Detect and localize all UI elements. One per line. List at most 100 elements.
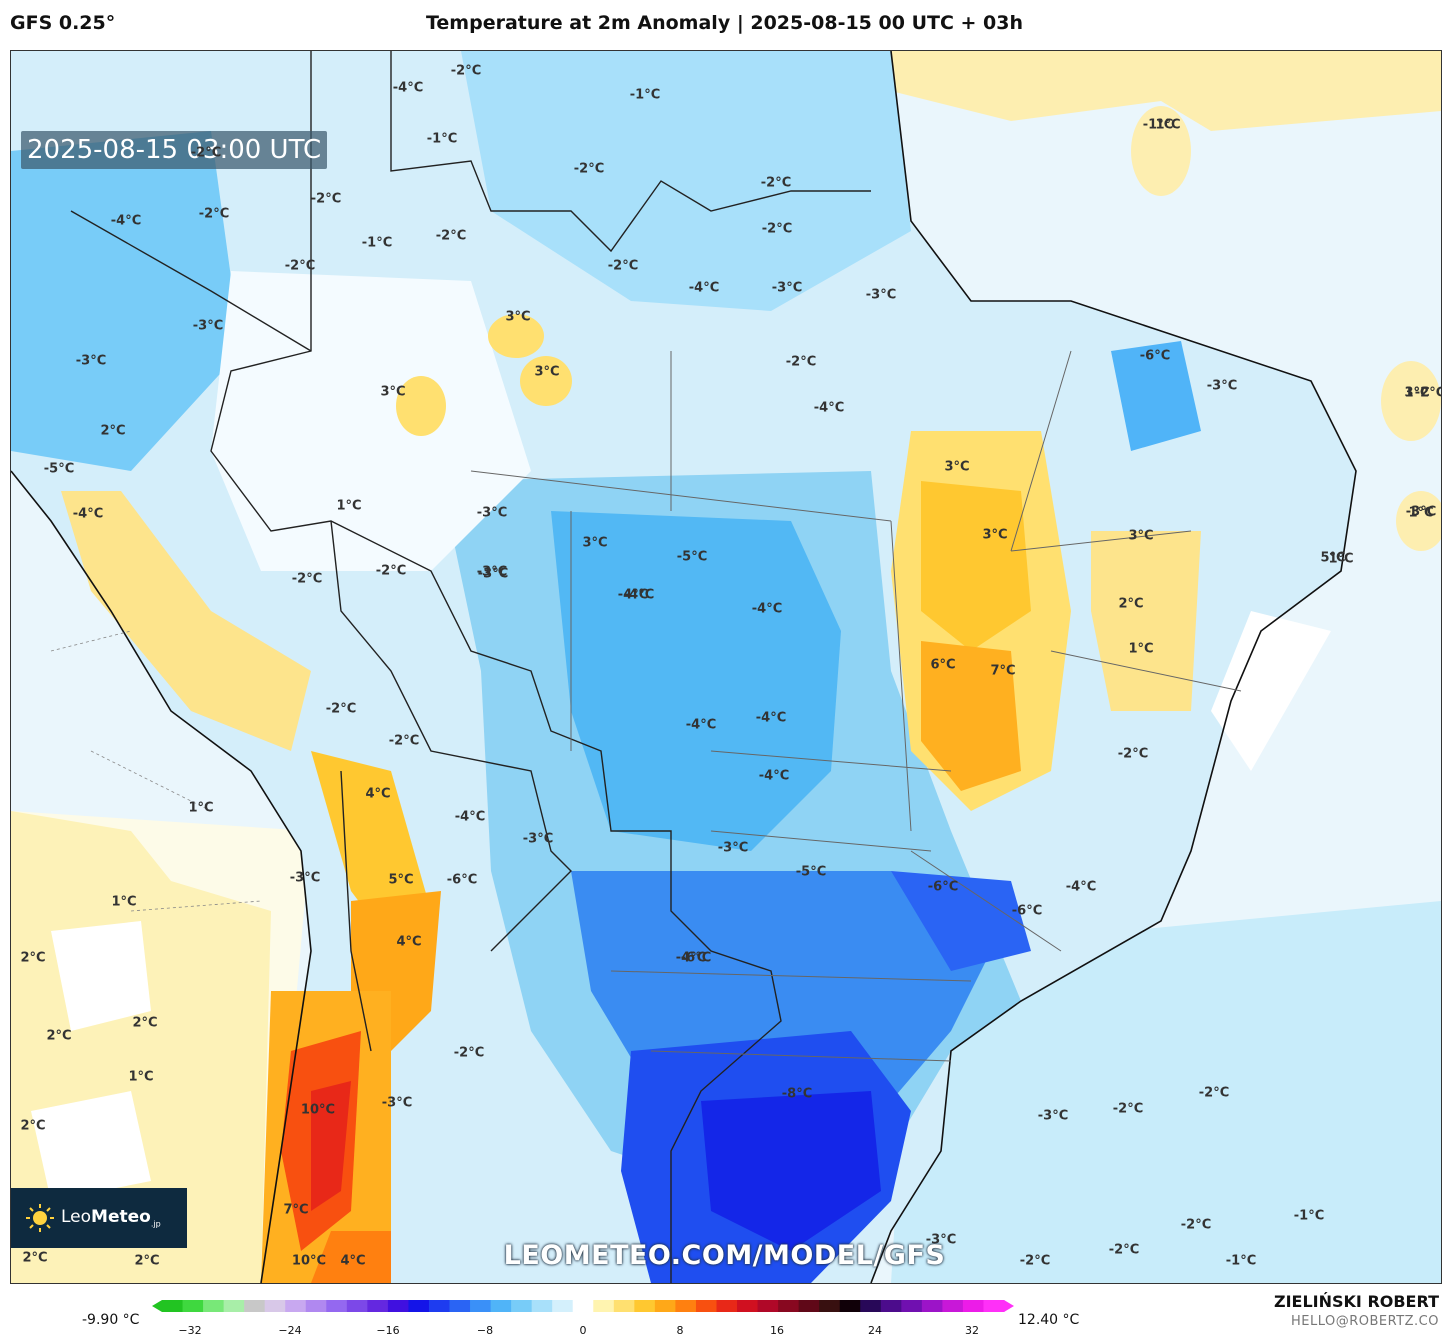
map-title: Temperature at 2m Anomaly | 2025-08-15 0…: [425, 12, 1024, 34]
anomaly-value-label: -4°C: [755, 710, 787, 726]
colorbar-tick-label: −24: [278, 1324, 302, 1337]
colorbar-tick-label: 24: [868, 1324, 882, 1337]
anomaly-value-label: 4°C: [340, 1253, 366, 1269]
anomaly-value-label: -4°C: [751, 601, 783, 617]
anomaly-value-label: -2°C: [785, 354, 817, 370]
anomaly-value-label: 6°C: [930, 657, 956, 673]
anomaly-value-label: -3°C: [381, 1095, 413, 1111]
anomaly-value-label: 1°C: [336, 498, 362, 514]
anomaly-value-label: -1°C: [1142, 117, 1174, 133]
anomaly-value-label: 3°C: [582, 535, 608, 551]
anomaly-value-label: -2°C: [1414, 385, 1441, 401]
anomaly-value-label: 4°C: [365, 786, 391, 802]
anomaly-value-label: 1°C: [1404, 385, 1430, 401]
anomaly-value-label: -1°C: [426, 131, 458, 147]
colorbar-segment: [654, 1300, 676, 1312]
anomaly-value-label: -3°C: [289, 870, 321, 886]
anomaly-value-label: -4°C: [675, 950, 707, 966]
model-name: GFS 0.25°: [10, 12, 116, 34]
colorbar-segment: [449, 1300, 471, 1312]
anomaly-value-label: -2°C: [607, 258, 639, 274]
anomaly-value-label: -3°C: [476, 564, 508, 580]
colorbar-min-arrow: [152, 1300, 162, 1312]
colorbar-segment: [839, 1300, 861, 1312]
colorbar-tick-label: −32: [178, 1324, 202, 1337]
colorbar-tick-label: −8: [476, 1324, 494, 1337]
colorbar-segment: [387, 1300, 409, 1312]
anomaly-value-label: -5°C: [795, 864, 827, 880]
anomaly-value-label: -2°C: [310, 191, 342, 207]
anomaly-value-label: 1°C: [188, 800, 214, 816]
colorbar-segment: [901, 1300, 923, 1312]
anomaly-value-label: 1°C: [1155, 117, 1181, 133]
anomaly-value-label: -5°C: [676, 549, 708, 565]
anomaly-value-label: -2°C: [375, 563, 407, 579]
anomaly-value-label: -4°C: [617, 587, 649, 603]
anomaly-value-label: -1°C: [361, 235, 393, 251]
logo-text: LeoMeteo.jp: [61, 1207, 161, 1228]
colorbar-tick-label: 8: [676, 1324, 684, 1337]
colorbar-segment: [860, 1300, 882, 1312]
colorbar-segment: [223, 1300, 245, 1312]
anomaly-value-label: 7°C: [990, 663, 1016, 679]
anomaly-value-label: 1°C: [128, 1069, 154, 1085]
colorbar-tick-label: 16: [770, 1324, 784, 1337]
colorbar-tick-label: 0: [579, 1324, 587, 1337]
anomaly-value-label: -3°C: [717, 840, 749, 856]
anomaly-value-label: -3°C: [476, 505, 508, 521]
colorbar-segment: [367, 1300, 389, 1312]
colorbar-segment: [962, 1300, 984, 1312]
anomaly-value-label: -3°C: [925, 1232, 957, 1248]
anomaly-value-label: 10°C: [300, 1102, 336, 1118]
anomaly-value-label: -6°C: [1139, 348, 1171, 364]
anomaly-value-label: -4°C: [685, 717, 717, 733]
anomaly-value-label: -2°C: [435, 228, 467, 244]
anomaly-value-label: -2°C: [198, 206, 230, 222]
anomaly-value-label: -2°C: [1019, 1253, 1051, 1269]
anomaly-value-label: -5°C: [43, 461, 75, 477]
anomaly-value-label: 1°C: [1408, 505, 1434, 521]
anomaly-value-label: 10°C: [291, 1253, 327, 1269]
colorbar-max-label: 12.40 °C: [1018, 1312, 1080, 1328]
colorbar-segment: [593, 1300, 615, 1312]
colorbar-segment: [264, 1300, 286, 1312]
anomaly-value-label: -4°C: [72, 506, 104, 522]
anomaly-value-label: 3°C: [505, 309, 531, 325]
colorbar-segment: [675, 1300, 697, 1312]
colorbar-segment: [326, 1300, 348, 1312]
anomaly-value-label: 4°C: [396, 934, 422, 950]
anomaly-value-label: -2°C: [291, 571, 323, 587]
colorbar-segment: [162, 1300, 184, 1312]
anomaly-value-label: -1°C: [629, 87, 661, 103]
anomaly-value-label: 2°C: [20, 1118, 46, 1134]
anomaly-value-label: 2°C: [100, 423, 126, 439]
map-frame: 2025-08-15 03:00 UTC -4°C -2°C -1°C -1°C 1°C…: [10, 50, 1442, 1284]
anomaly-value-label: -2°C: [450, 63, 482, 79]
colorbar-segment: [244, 1300, 266, 1312]
logo-suffix: .jp: [150, 1219, 161, 1229]
anomaly-value-label: 3°C: [380, 384, 406, 400]
anomaly-value-label: 2°C: [1118, 596, 1144, 612]
colorbar-segment: [552, 1300, 574, 1312]
colorbar-segment: [428, 1300, 451, 1312]
watermark-url: LEOMETEO.COM/MODEL/GFS: [503, 1240, 946, 1271]
colorbar-min-label: -9.90 °C: [82, 1312, 140, 1328]
anomaly-value-label: -6°C: [1011, 903, 1043, 919]
anomaly-value-label: -6°C: [446, 872, 478, 888]
colorbar-segment: [531, 1300, 553, 1312]
anomaly-map: [11, 51, 1441, 1283]
anomaly-value-label: 3°C: [982, 527, 1008, 543]
anomaly-value-label: -3°C: [75, 353, 107, 369]
anomaly-value-label: -2°C: [760, 175, 792, 191]
colorbar-segment: [695, 1300, 717, 1312]
colorbar-segment: [572, 1300, 594, 1312]
colorbar-tick-label: 32: [965, 1324, 979, 1337]
colorbar-segment: [921, 1300, 943, 1312]
anomaly-value-label: 5°C: [1320, 550, 1346, 566]
anomaly-value-label: -3°C: [1206, 378, 1238, 394]
colorbar-segment: [819, 1300, 841, 1312]
anomaly-value-label: -3°C: [477, 566, 509, 582]
anomaly-value-label: -4°C: [110, 213, 142, 229]
colorbar-max-arrow: [1004, 1300, 1014, 1312]
anomaly-value-label: 5°C: [388, 872, 414, 888]
